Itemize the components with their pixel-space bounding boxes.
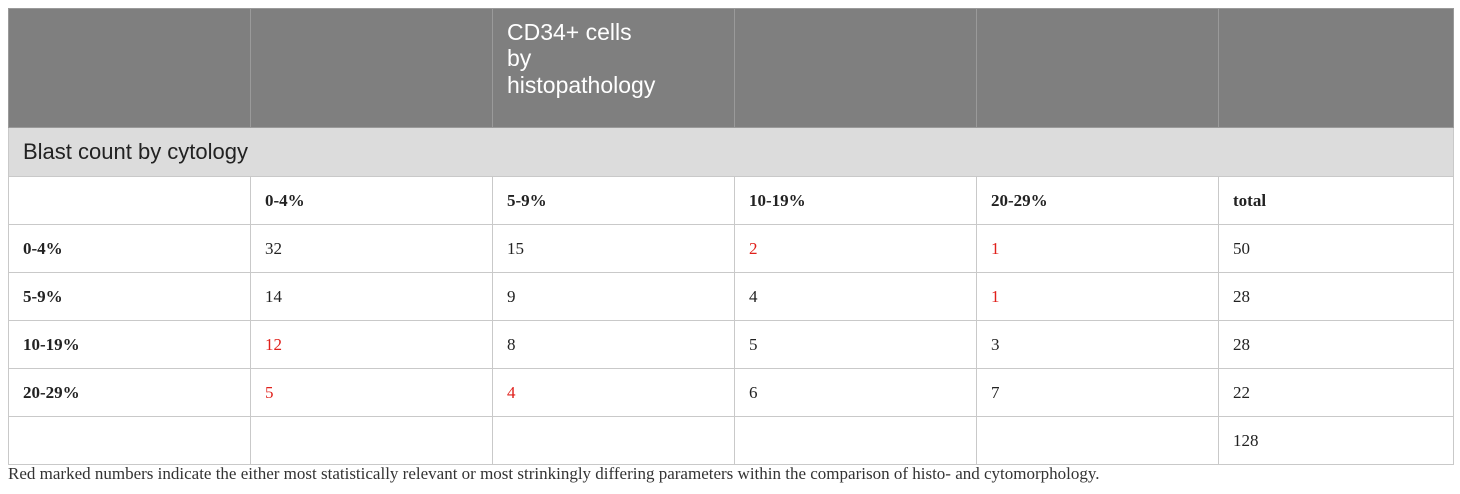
table-cell: 9 <box>492 272 735 321</box>
cell-value: 8 <box>507 334 516 354</box>
table-cell: 1 <box>976 224 1219 273</box>
table-cell: 4 <box>734 272 977 321</box>
cell-value: 6 <box>749 382 758 402</box>
table-row: 20-29% 5 4 6 7 22 <box>8 368 1454 417</box>
row-label: 10-19% <box>8 320 251 369</box>
cell-value: 9 <box>507 286 516 306</box>
row-label <box>8 416 251 465</box>
cell-value: 50 <box>1233 238 1250 258</box>
table-cell: 2 <box>734 224 977 273</box>
cell-value: 28 <box>1233 286 1250 306</box>
cell-value: 1 <box>991 238 1000 258</box>
row-label: 20-29% <box>8 368 251 417</box>
column-header-row: 0-4% 5-9% 10-19% 20-29% total <box>8 176 1454 225</box>
header-cell <box>8 8 251 128</box>
column-header <box>8 176 251 225</box>
table-cell <box>250 416 493 465</box>
total-value: 128 <box>1233 430 1259 450</box>
table-cell <box>734 416 977 465</box>
row-label: 0-4% <box>8 224 251 273</box>
header-cell <box>976 8 1219 128</box>
header-title-cell: CD34+ cells by histopathology <box>492 8 735 128</box>
cell-value: 7 <box>991 382 1000 402</box>
header-title: CD34+ cells by histopathology <box>507 19 656 98</box>
header-cell <box>1218 8 1454 128</box>
table-cell: 22 <box>1218 368 1454 417</box>
table-cell <box>976 416 1219 465</box>
table-cell: 3 <box>976 320 1219 369</box>
table-cell: 5 <box>250 368 493 417</box>
table-cell: 28 <box>1218 272 1454 321</box>
cell-value: 15 <box>507 238 524 258</box>
table-cell: 4 <box>492 368 735 417</box>
table-cell: 7 <box>976 368 1219 417</box>
cell-value: 4 <box>507 382 516 402</box>
table-cell: 6 <box>734 368 977 417</box>
cell-value: 14 <box>265 286 282 306</box>
data-table: CD34+ cells by histopathology Blast coun… <box>8 8 1454 465</box>
table-cell: 50 <box>1218 224 1454 273</box>
table-row: 128 <box>8 416 1454 465</box>
cell-value: 12 <box>265 334 282 354</box>
footnote: Red marked numbers indicate the either m… <box>8 464 1100 483</box>
table-cell: 12 <box>250 320 493 369</box>
cell-value: 3 <box>991 334 1000 354</box>
row-label: 5-9% <box>8 272 251 321</box>
cell-value: 4 <box>749 286 758 306</box>
table-cell: 8 <box>492 320 735 369</box>
table-cell: 5 <box>734 320 977 369</box>
table-cell: 15 <box>492 224 735 273</box>
header-cell <box>734 8 977 128</box>
table-cell: 14 <box>250 272 493 321</box>
table-cell: 32 <box>250 224 493 273</box>
header-cell <box>250 8 493 128</box>
table-cell: 28 <box>1218 320 1454 369</box>
subheader-label: Blast count by cytology <box>8 127 1454 177</box>
column-header: 20-29% <box>976 176 1219 225</box>
cell-value: 22 <box>1233 382 1250 402</box>
subheader-row: Blast count by cytology <box>8 127 1454 177</box>
table-cell <box>492 416 735 465</box>
cell-value: 5 <box>265 382 274 402</box>
table-row: 5-9% 14 9 4 1 28 <box>8 272 1454 321</box>
column-header: total <box>1218 176 1454 225</box>
table-row: 10-19% 12 8 5 3 28 <box>8 320 1454 369</box>
table-cell: 128 <box>1218 416 1454 465</box>
cell-value: 32 <box>265 238 282 258</box>
column-header: 5-9% <box>492 176 735 225</box>
cell-value: 28 <box>1233 334 1250 354</box>
column-header: 10-19% <box>734 176 977 225</box>
table-cell: 1 <box>976 272 1219 321</box>
cell-value: 1 <box>991 286 1000 306</box>
column-header: 0-4% <box>250 176 493 225</box>
header-row: CD34+ cells by histopathology <box>8 8 1454 128</box>
cell-value: 2 <box>749 238 758 258</box>
cell-value: 5 <box>749 334 758 354</box>
table-row: 0-4% 32 15 2 1 50 <box>8 224 1454 273</box>
